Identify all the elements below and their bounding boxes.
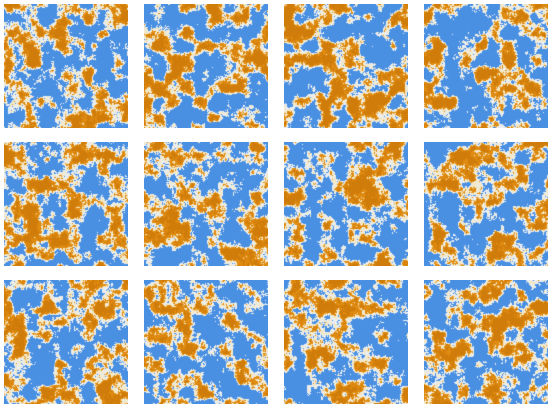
pattern-canvas: [4, 280, 128, 404]
pattern-tile: [4, 142, 128, 266]
pattern-tile: [284, 142, 408, 266]
pattern-canvas: [284, 4, 408, 128]
pattern-tile: [424, 142, 548, 266]
pattern-canvas: [144, 4, 268, 128]
pattern-tile: [144, 4, 268, 128]
pattern-tile: [144, 142, 268, 266]
pattern-tile: [144, 280, 268, 404]
pattern-tile: [424, 280, 548, 404]
pattern-canvas: [284, 142, 408, 266]
pattern-canvas: [4, 4, 128, 128]
pattern-canvas: [284, 280, 408, 404]
pattern-tile: [284, 4, 408, 128]
pattern-canvas: [424, 4, 548, 128]
pattern-canvas: [424, 280, 548, 404]
pattern-tile: [424, 4, 548, 128]
pattern-tile: [4, 4, 128, 128]
pattern-canvas: [4, 142, 128, 266]
pattern-canvas: [144, 142, 268, 266]
pattern-tile: [4, 280, 128, 404]
pattern-canvas: [144, 280, 268, 404]
pattern-canvas: [424, 142, 548, 266]
pattern-tile: [284, 280, 408, 404]
